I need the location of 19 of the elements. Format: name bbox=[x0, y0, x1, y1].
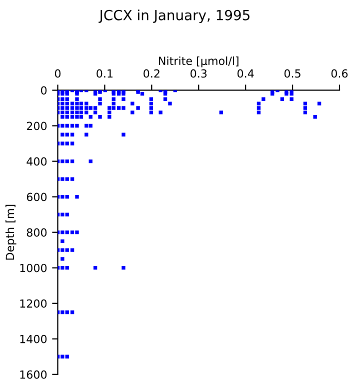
y-tick-label: 0 bbox=[40, 86, 47, 95]
y-axis-title: Depth [m] bbox=[6, 204, 16, 260]
y-tick-label: 1400 bbox=[20, 334, 47, 344]
y-tick-label: 1600 bbox=[20, 370, 47, 379]
x-tick-label: 0 bbox=[54, 69, 61, 78]
x-axis-title: Nitrite [µmol/l] bbox=[159, 56, 238, 68]
x-tick-label: 0.1 bbox=[96, 69, 113, 78]
y-tick-label: 400 bbox=[26, 157, 47, 166]
y-tick-label: 1200 bbox=[20, 299, 47, 308]
y-tick-label: 200 bbox=[26, 122, 47, 130]
y-tick-label: 1000 bbox=[20, 264, 47, 272]
x-tick-label: 0.4 bbox=[237, 69, 254, 78]
y-tick-label: 800 bbox=[26, 228, 47, 237]
x-tick-label: 0.5 bbox=[284, 69, 300, 78]
x-tick-label: 0.3 bbox=[190, 69, 207, 78]
y-tick-label: 600 bbox=[26, 192, 47, 202]
x-tick-label: 0.2 bbox=[144, 69, 160, 78]
chart-title: JCCX in January, 1995 bbox=[98, 10, 250, 24]
x-tick-label: 0.6 bbox=[331, 69, 348, 78]
